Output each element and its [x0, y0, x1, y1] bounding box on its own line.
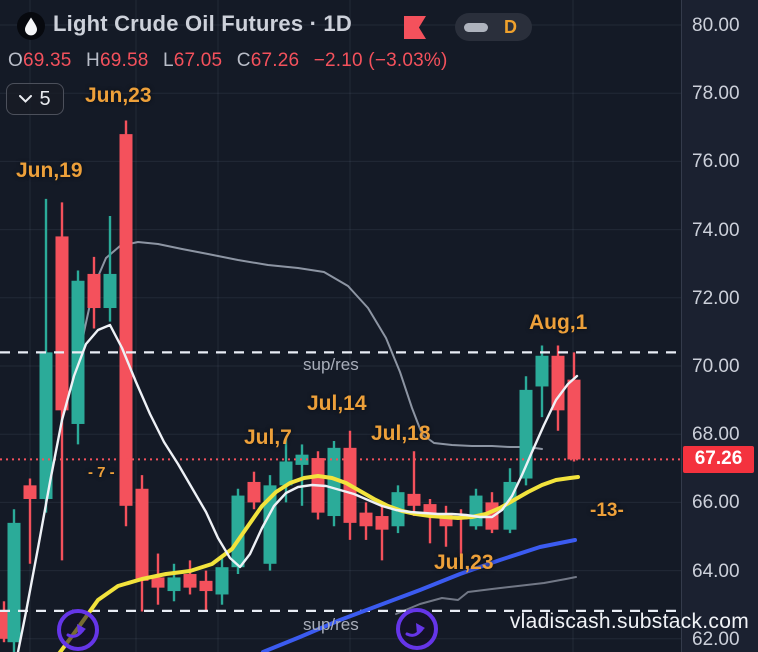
- candle-up: [535, 355, 549, 387]
- chart-annotation: Aug,1: [529, 311, 588, 334]
- price-tick: 64.00: [692, 560, 740, 582]
- purple-arrow-icon: [77, 624, 86, 635]
- chart-header: Light Crude Oil Futures · 1D D: [0, 0, 680, 46]
- chart-annotation: -13-: [590, 500, 624, 521]
- close-value: 67.26: [250, 50, 300, 71]
- price-tick: 78.00: [692, 83, 740, 105]
- candle-down: [135, 488, 149, 581]
- candle-down: [247, 481, 261, 503]
- candle-down: [0, 611, 11, 639]
- candle-down: [87, 273, 101, 309]
- ohlc-readout: O69.35 H69.58 L67.05 C67.26 −2.10 (−3.03…: [8, 50, 448, 72]
- candle-down: [151, 577, 165, 588]
- open-label: O: [8, 50, 23, 71]
- price-tick: 80.00: [692, 15, 740, 36]
- candle-down: [359, 512, 373, 527]
- candle-up: [103, 273, 117, 309]
- ma-gray-long: [395, 576, 577, 615]
- change-value: −2.10 (−3.03%): [313, 50, 448, 71]
- low-value: 67.05: [173, 50, 223, 71]
- chart-annotation: Jun,19: [16, 159, 83, 182]
- candle-up: [167, 577, 181, 592]
- level-label: sup/res: [303, 615, 359, 634]
- watermark: vladiscash.substack.com: [509, 610, 749, 633]
- price-axis[interactable]: 80.00 78.00 76.00 74.00 72.00 70.00 68.00 66.00…: [681, 0, 758, 652]
- ma-gray-slow: [73, 241, 543, 450]
- chart-annotation: Jun,23: [85, 84, 152, 107]
- price-tick: 72.00: [692, 287, 740, 309]
- candle-down: [423, 504, 437, 517]
- price-tick: 66.00: [692, 492, 740, 514]
- candle-down: [183, 574, 197, 588]
- symbol-title[interactable]: Light Crude Oil Futures · 1D: [53, 11, 352, 36]
- toggle-knob-icon: [464, 22, 488, 32]
- candle-down: [23, 485, 37, 499]
- candle-up: [263, 485, 277, 564]
- interval-value: 5: [39, 87, 51, 110]
- price-tick: 70.00: [692, 356, 740, 377]
- chart-annotation: Jul,23: [434, 551, 494, 574]
- timeframe-badge: D: [504, 16, 517, 37]
- drawing-anchor-icon[interactable]: [57, 609, 99, 651]
- price-tick: 68.00: [692, 424, 740, 446]
- candle-up: [231, 495, 245, 568]
- high-label: H: [86, 50, 100, 71]
- chart-annotation: Jul,14: [307, 392, 367, 415]
- candle-up: [279, 461, 293, 486]
- flag-icon[interactable]: [404, 16, 426, 39]
- candle-down: [375, 516, 389, 530]
- level-label: sup/res: [303, 355, 359, 374]
- chart-annotation: - 7 -: [88, 464, 115, 481]
- chevron-down-icon: [19, 95, 33, 103]
- price-tick: 62.00: [692, 628, 740, 650]
- candle-up: [215, 567, 229, 595]
- candle-down: [119, 134, 133, 506]
- last-price-badge: 67.26: [683, 445, 754, 473]
- price-tick: 76.00: [692, 151, 740, 173]
- drawing-anchor-icon[interactable]: [396, 608, 438, 650]
- candle-down: [567, 379, 581, 460]
- candle-down: [407, 493, 421, 506]
- price-tick: 74.00: [692, 219, 740, 241]
- interval-dropdown-button[interactable]: 5: [6, 83, 64, 115]
- chart-annotation: Jul,18: [371, 422, 431, 445]
- ma-white: [16, 323, 579, 652]
- candle-up: [327, 447, 341, 517]
- candle-down: [55, 236, 69, 411]
- chart-annotation: Jul,7: [244, 426, 292, 449]
- candle-up: [39, 352, 53, 499]
- oil-drop-icon: [17, 12, 45, 40]
- close-label: C: [236, 50, 251, 71]
- candle-down: [199, 580, 213, 592]
- candle-up: [7, 522, 21, 643]
- timeframe-toggle[interactable]: D: [455, 13, 532, 41]
- low-label: L: [162, 50, 174, 71]
- high-value: 69.58: [99, 50, 149, 71]
- candle-down: [551, 355, 565, 411]
- open-value: 69.35: [22, 50, 72, 71]
- ma-blue: [261, 538, 577, 652]
- purple-arrow-icon: [416, 623, 425, 634]
- candle-up: [469, 495, 483, 527]
- candle-down: [439, 514, 453, 527]
